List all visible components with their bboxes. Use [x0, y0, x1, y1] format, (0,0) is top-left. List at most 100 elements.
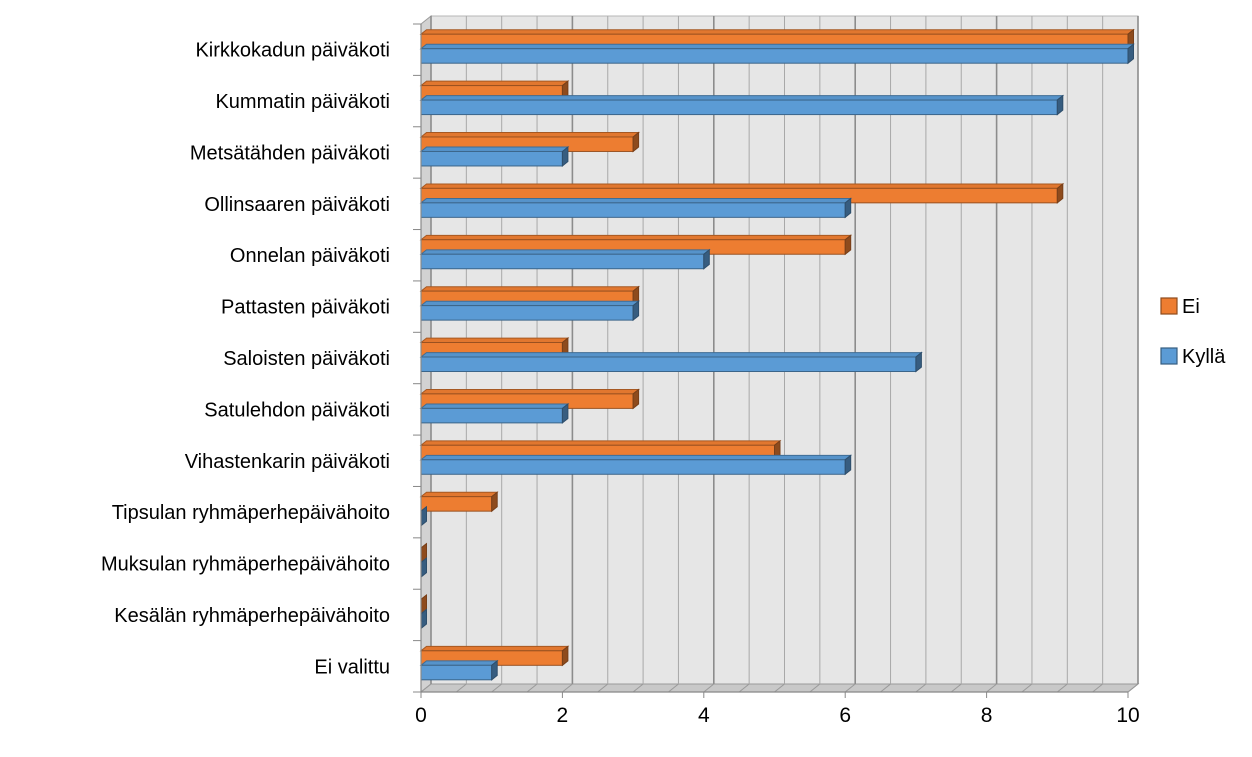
floor-gridline [1021, 683, 1033, 693]
x-tick-labels: 0 2 4 6 8 10 [415, 704, 1140, 727]
bar-front-face [420, 48, 1129, 64]
bar-side-face [844, 197, 852, 219]
floor-gridline [668, 683, 679, 693]
floor-gridline [738, 683, 750, 693]
bar-kyll-12 [419, 659, 499, 681]
bar-top-face [419, 146, 570, 152]
category-label: Onnelan päiväkoti [230, 245, 390, 267]
floor-gridline [562, 683, 573, 693]
floor-gridline [456, 683, 467, 693]
bar-top-face [419, 352, 923, 358]
bar-top-face [419, 43, 1135, 50]
bar-side-face [491, 659, 498, 681]
legend-swatch [1160, 297, 1178, 315]
bar-side-face [561, 645, 569, 667]
legend: Ei Kyllä [1160, 296, 1226, 368]
bar-front-face [420, 202, 846, 218]
x-tick-label: 0 [415, 704, 427, 727]
floor-gridline [632, 683, 644, 693]
floor-gridline [1056, 683, 1068, 693]
bar-side-face [1056, 94, 1064, 116]
bar-top-face [419, 337, 570, 343]
bar-kyll-2 [419, 146, 570, 168]
bar-top-face [419, 403, 570, 409]
x-tick-label: 6 [839, 704, 851, 727]
bar-kyll-0 [419, 43, 1135, 65]
category-label: Satulehdon päiväkoti [204, 399, 390, 421]
bar-front-face [420, 496, 493, 512]
bar-side-face [915, 351, 922, 373]
bar-ei-9 [419, 491, 499, 513]
bar-front-face [420, 305, 634, 321]
category-label: Saloisten päiväkoti [223, 348, 390, 370]
category-label: Metsätähden päiväkoti [190, 142, 390, 164]
bar-ei-4 [419, 234, 853, 256]
bar-kyll-7 [419, 402, 570, 424]
floor-gridline [420, 683, 432, 693]
bar-top-face [419, 300, 641, 307]
category-label: Pattasten päiväkoti [221, 297, 390, 319]
bar-top-face [419, 80, 570, 87]
bar-top-face [419, 249, 711, 255]
bar-kyll-3 [419, 197, 853, 219]
bar-top-face [419, 197, 853, 204]
floor-gridline [809, 683, 821, 693]
bar-top-face [419, 645, 570, 652]
floor-gridline [703, 683, 715, 693]
category-label: Muksulan ryhmäperhepäivähoito [101, 554, 390, 576]
category-label: Vihastenkarin päiväkoti [185, 451, 390, 473]
bar-front-face [420, 99, 1058, 116]
bar-kyll-4 [419, 248, 711, 270]
bar-front-face [420, 407, 563, 424]
bar-front-face [420, 664, 493, 681]
legend-swatch [1160, 347, 1178, 365]
bar-top-face [419, 183, 1065, 189]
floor-gridline [915, 683, 927, 693]
legend-label: Kyllä [1182, 346, 1226, 368]
bar-kyll-8 [419, 454, 853, 476]
floor-gridline [880, 683, 891, 693]
bar-side-face [632, 388, 640, 410]
bar-top-face [419, 440, 782, 446]
bar-side-face [1056, 182, 1064, 204]
bar-top-face [419, 286, 641, 292]
bar-side-face [491, 491, 498, 513]
bar-top-face [419, 132, 641, 138]
bar-kyll-6 [419, 351, 923, 373]
bar-top-face [419, 388, 641, 395]
category-label: Tipsulan ryhmäperhepäivähoito [112, 502, 390, 524]
bar-side-face [561, 146, 569, 168]
bar-front-face [420, 459, 846, 475]
category-label: Ei valittu [314, 656, 390, 678]
floor-gridline [526, 683, 538, 693]
bar-side-face [844, 234, 852, 256]
floor-gridline [774, 683, 785, 693]
bar-top-face [419, 660, 499, 666]
category-label: Ollinsaaren päiväkoti [204, 194, 390, 216]
legend-label: Ei [1182, 296, 1200, 318]
bar-front-face [420, 150, 563, 167]
bar-top-face [419, 29, 1135, 35]
bar-side-face [632, 131, 640, 153]
x-tick-label: 4 [698, 704, 710, 727]
floor-gridline [491, 683, 503, 693]
bar-side-face [844, 454, 852, 476]
bars [419, 28, 1135, 681]
bar-front-face [420, 356, 917, 372]
floor-gridline [1092, 683, 1103, 693]
category-label: Kirkkokadun päiväkoti [195, 40, 390, 62]
floor-gridline [1127, 683, 1139, 693]
category-label: Kummatin päiväkoti [215, 91, 390, 113]
bar-side-face [561, 402, 569, 424]
floor-gridline [986, 683, 997, 693]
bar-top-face [419, 95, 1065, 101]
bar-side-face [632, 300, 640, 322]
bar-front-face [420, 253, 705, 270]
x-tick-label: 2 [557, 704, 569, 727]
x-tick-label: 8 [981, 704, 993, 727]
bar-top-face [419, 454, 853, 461]
bar-side-face [1127, 43, 1134, 65]
bar-side-face [703, 248, 710, 270]
